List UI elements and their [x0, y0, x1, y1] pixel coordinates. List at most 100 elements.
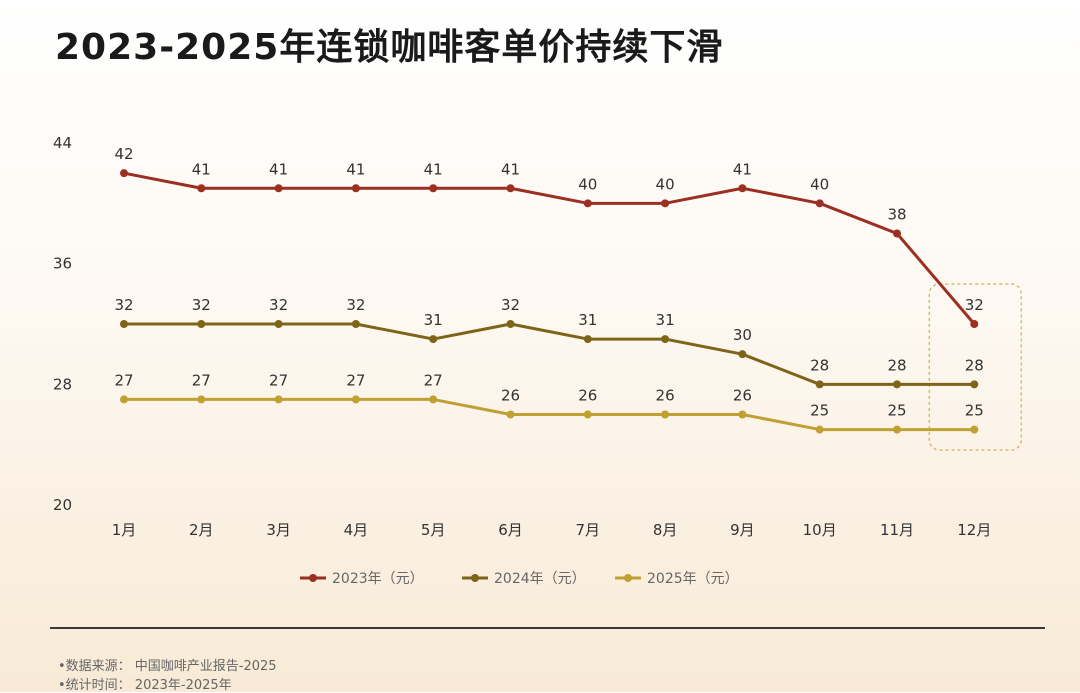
data-label: 40: [656, 175, 675, 193]
legend: 2023年（元） 2024年（元） 2025年（元）: [300, 571, 739, 587]
data-label: 28: [887, 356, 906, 374]
y-tick-label: 36: [53, 255, 72, 273]
data-label: 26: [656, 387, 675, 405]
y-tick-label: 44: [53, 134, 72, 152]
data-point: [429, 335, 438, 344]
data-point: [274, 320, 283, 328]
data-label: 41: [733, 160, 752, 178]
x-tick-label: 10月: [803, 521, 837, 539]
highlight-box: [928, 283, 1023, 451]
data-label: 25: [810, 402, 829, 420]
x-tick-label: 5月: [421, 521, 446, 539]
series-line-0: [123, 171, 976, 325]
data-point: [583, 410, 592, 419]
data-label: 41: [424, 160, 443, 178]
data-point: [970, 320, 979, 328]
data-point: [738, 410, 747, 419]
data-point: [970, 425, 979, 434]
legend-swatch-dot: [309, 574, 317, 582]
data-label: 26: [733, 387, 752, 405]
x-tick-label: 8月: [653, 521, 678, 539]
data-label: 31: [424, 311, 443, 329]
data-point: [583, 199, 592, 208]
series-lines: [123, 171, 976, 432]
series-line-2: [124, 397, 975, 432]
data-point: [738, 184, 747, 193]
x-tick-label: 7月: [576, 521, 601, 539]
data-label: 32: [114, 296, 133, 314]
data-point: [893, 380, 901, 389]
data-point: [197, 184, 206, 193]
data-label: 38: [887, 206, 906, 224]
x-tick-label: 4月: [344, 521, 369, 539]
data-point: [738, 350, 747, 359]
x-tick-label: 1月: [112, 521, 137, 539]
data-label: 40: [810, 175, 829, 193]
data-point: [661, 199, 670, 208]
y-tick-label: 20: [53, 496, 72, 514]
series-points: [120, 169, 979, 434]
data-label: 41: [269, 160, 288, 178]
data-label: 26: [578, 387, 597, 405]
data-point: [506, 320, 515, 328]
data-point: [351, 320, 360, 328]
data-point: [120, 320, 128, 328]
x-tick-label: 12月: [957, 521, 991, 539]
data-label: 28: [810, 356, 829, 374]
data-point: [351, 395, 360, 404]
data-point: [120, 169, 128, 178]
series-labels: 42 41 41 41 41 41 40 40 41 40 38 32 32 32 32 32 31 32 31 31…: [114, 145, 983, 419]
data-label: 30: [733, 326, 752, 344]
highlight-box-12: [928, 283, 1023, 451]
data-point: [815, 380, 824, 389]
data-point: [661, 410, 670, 419]
series-line-1: [124, 322, 975, 386]
data-point: [429, 184, 438, 193]
data-point: [815, 199, 824, 208]
data-label: 32: [965, 296, 984, 314]
chart-title: 2023-2025年连锁咖啡客单价持续下滑: [55, 27, 724, 68]
data-point: [351, 184, 360, 193]
data-label: 27: [346, 371, 365, 389]
data-label: 32: [346, 296, 365, 314]
data-label: 26: [501, 387, 520, 405]
data-point: [970, 380, 979, 389]
data-point: [661, 335, 670, 344]
x-tick-label: 9月: [730, 521, 755, 539]
data-label: 42: [114, 145, 133, 163]
data-label: 27: [114, 371, 133, 389]
legend-swatch-dot: [624, 574, 632, 582]
legend-label: 2024年（元）: [494, 571, 586, 587]
data-point: [120, 395, 128, 404]
legend-label: 2023年（元）: [332, 571, 424, 587]
footnote-period: •统计时间： 2023年-2025年: [58, 678, 232, 693]
data-point: [506, 410, 515, 419]
x-tick-label: 6月: [498, 521, 523, 539]
x-tick-label: 2月: [189, 521, 214, 539]
data-point: [893, 425, 901, 434]
data-label: 32: [192, 296, 211, 314]
data-label: 25: [965, 402, 984, 420]
data-point: [583, 335, 592, 344]
legend-item: 2023年（元）: [300, 571, 424, 587]
data-point: [197, 320, 206, 328]
data-label: 27: [192, 371, 211, 389]
data-point: [429, 395, 438, 404]
y-axis-ticks: 20 28 36 44: [53, 134, 72, 514]
data-point: [815, 425, 824, 434]
legend-swatch-dot: [471, 574, 479, 582]
data-label: 32: [501, 296, 520, 314]
x-tick-label: 11月: [880, 521, 914, 539]
data-point: [893, 229, 901, 238]
data-label: 31: [656, 311, 675, 329]
y-tick-label: 28: [53, 375, 72, 393]
data-label: 27: [269, 371, 288, 389]
x-axis-ticks: 1月 2月 3月 4月 5月 6月 7月 8月 9月 10月 11月 12月: [112, 521, 992, 539]
legend-label: 2025年（元）: [647, 571, 739, 587]
data-label: 32: [269, 296, 288, 314]
data-label: 28: [965, 356, 984, 374]
data-point: [274, 395, 283, 404]
legend-item: 2024年（元）: [462, 571, 586, 587]
data-point: [506, 184, 515, 193]
